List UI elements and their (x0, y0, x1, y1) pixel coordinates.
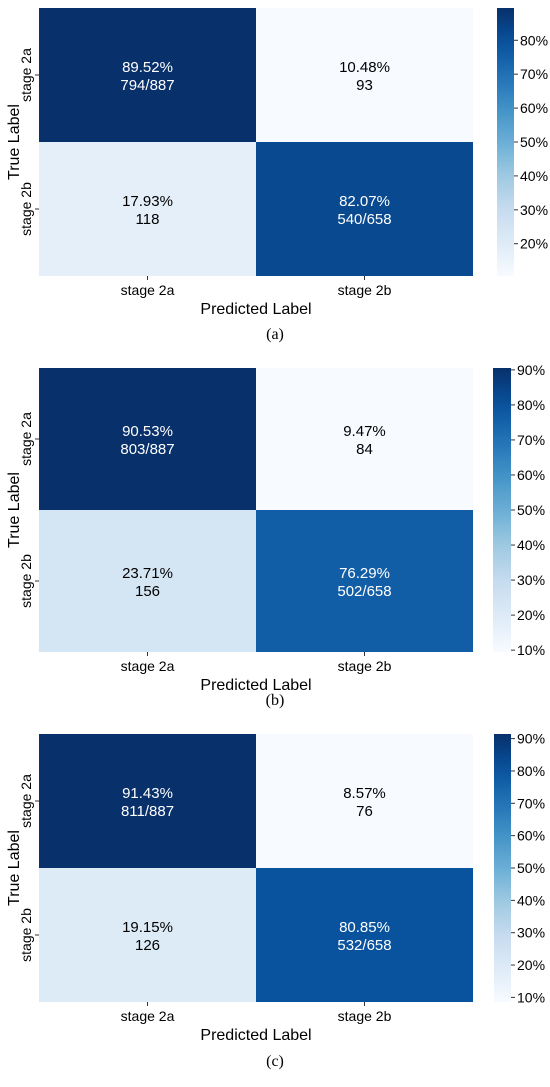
colorbar-tick-label: 80% (517, 397, 545, 413)
cell-count-label: 532/658 (337, 937, 391, 954)
x-tick-label: stage 2a (121, 282, 175, 298)
colorbar-tick-label: 50% (517, 860, 545, 876)
x-axis-label: Predicted Label (200, 301, 311, 318)
colorbar-tick-label: 30% (520, 202, 548, 218)
cell-count-label: 502/658 (337, 583, 391, 600)
colorbar (494, 734, 511, 1002)
cell-percent-label: 89.52% (122, 59, 173, 76)
colorbar-tick-label: 80% (520, 32, 548, 48)
colorbar-tick-label: 70% (517, 795, 545, 811)
cell-count-label: 84 (356, 441, 373, 458)
cell-percent-label: 17.93% (122, 193, 173, 210)
cell-count-label: 811/887 (121, 803, 174, 820)
cell-count-label: 156 (135, 583, 160, 600)
heatmap-cell (256, 8, 473, 142)
x-tick-label: stage 2b (338, 1008, 392, 1024)
caption-c: (c) (266, 1053, 284, 1070)
cell-percent-label: 80.85% (339, 919, 390, 936)
colorbar-tick-label: 30% (517, 925, 545, 941)
heatmap-cell (39, 8, 256, 142)
cell-count-label: 803/887 (120, 441, 174, 458)
heatmap-chart-b: 90.53%803/887 9.47%84 23.71%156 76.29%502/6… (6, 362, 545, 694)
colorbar-tick-label: 40% (517, 892, 545, 908)
cell-percent-label: 8.57% (343, 785, 386, 802)
y-axis-label: True Label (6, 472, 23, 548)
colorbar-tick-label: 50% (517, 502, 545, 518)
colorbar-tick-label: 30% (517, 572, 545, 588)
y-tick-label: stage 2b (18, 554, 34, 608)
heatmap-cell (256, 368, 473, 510)
y-tick-label: stage 2a (18, 774, 34, 828)
colorbar-tick-label: 40% (520, 168, 548, 184)
colorbar-tick-label: 20% (520, 236, 548, 252)
colorbar-tick-label: 50% (520, 134, 548, 150)
heatmap-cell (39, 734, 256, 868)
x-tick-label: stage 2b (338, 658, 392, 674)
y-tick-label: stage 2a (18, 412, 34, 466)
colorbar-tick-label: 40% (517, 537, 545, 553)
heatmap-cell (39, 142, 256, 276)
caption-b: (b) (265, 692, 285, 709)
y-tick-label: stage 2b (18, 182, 34, 236)
y-tick-label: stage 2b (18, 908, 34, 962)
heatmap-cell (256, 734, 473, 868)
cell-count-label: 794/887 (120, 77, 174, 94)
colorbar-tick-label: 10% (517, 989, 545, 1005)
colorbar-tick-label: 70% (517, 432, 545, 448)
colorbar-tick-label: 80% (517, 763, 545, 779)
colorbar-tick-label: 60% (520, 100, 548, 116)
heatmap-chart-a: 89.52%794/887 10.48%93 17.93%118 82.07%540/… (6, 8, 548, 318)
y-axis-label: True Label (6, 830, 23, 906)
cell-percent-label: 19.15% (122, 919, 173, 936)
cell-percent-label: 9.47% (343, 423, 386, 440)
x-axis-label: Predicted Label (200, 677, 311, 694)
colorbar-tick-label: 60% (517, 828, 545, 844)
cell-percent-label: 91.43% (122, 785, 173, 802)
colorbar (493, 368, 511, 652)
cell-percent-label: 90.53% (122, 423, 173, 440)
chart-panel-b: 90.53% 803/887 9.47% 84 23.71% 156 76.29% 502/6… (0, 362, 550, 724)
caption-a: (a) (266, 326, 284, 343)
chart-panel-c: 91.43% 811/887 8.57% 76 19.15% 126 80.85% 532/6… (0, 725, 550, 1087)
colorbar-tick-label: 10% (517, 642, 545, 658)
y-tick-label: stage 2a (18, 48, 34, 102)
cell-count-label: 76 (356, 803, 373, 820)
colorbar-tick-label: 20% (517, 957, 545, 973)
colorbar-tick-label: 60% (517, 467, 545, 483)
chart-panel-a: 89.52% 794/887 10.48% 93 17.93% 118 82.07% 540/… (0, 0, 550, 362)
cell-count-label: 540/658 (337, 211, 391, 228)
y-axis-label: True Label (6, 104, 23, 180)
colorbar-tick-label: 20% (517, 607, 545, 623)
x-tick-label: stage 2b (338, 282, 392, 298)
x-tick-label: stage 2a (121, 1008, 175, 1024)
cell-percent-label: 82.07% (339, 193, 390, 210)
heatmap-cell (256, 142, 473, 276)
colorbar-tick-label: 90% (517, 362, 545, 378)
colorbar-tick-label: 90% (517, 731, 545, 747)
cell-count-label: 93 (356, 77, 373, 94)
cell-count-label: 118 (136, 211, 160, 228)
heatmap-cell (39, 368, 256, 510)
cell-percent-label: 10.48% (339, 59, 390, 76)
cell-percent-label: 23.71% (122, 565, 173, 582)
heatmap-cell (256, 868, 473, 1002)
colorbar-tick-label: 70% (520, 66, 548, 82)
x-axis-label: Predicted Label (200, 1027, 311, 1044)
heatmap-cell (39, 868, 256, 1002)
heatmap-cell (256, 510, 473, 652)
cell-count-label: 126 (135, 937, 160, 954)
x-tick-label: stage 2a (121, 658, 175, 674)
colorbar (497, 8, 514, 276)
heatmap-cell (39, 510, 256, 652)
cell-percent-label: 76.29% (339, 565, 390, 582)
heatmap-chart-c: 91.43%811/887 8.57%76 19.15%126 80.85%532/6… (6, 731, 545, 1044)
